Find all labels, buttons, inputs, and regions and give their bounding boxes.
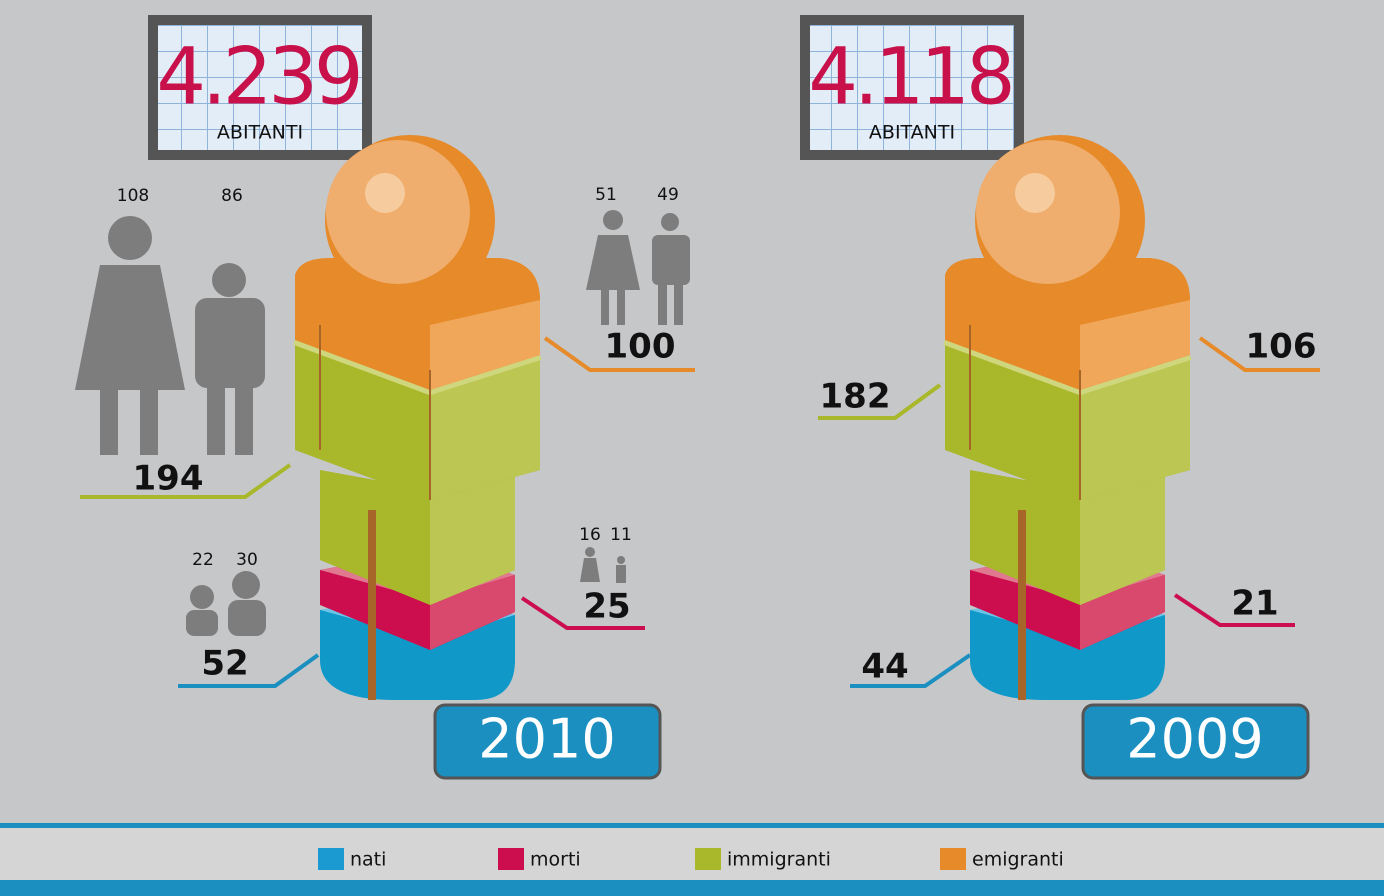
- leader-line: [520, 596, 645, 630]
- people-icons: [75, 210, 690, 636]
- legend-label: nati: [350, 849, 386, 871]
- legend-label: morti: [530, 849, 581, 871]
- legend-swatch: [940, 848, 966, 870]
- nati-value: 44: [861, 647, 908, 687]
- year-box: [433, 703, 662, 780]
- morti-value: 25: [583, 587, 630, 627]
- women-count: 51: [595, 185, 617, 205]
- emigranti-value: 106: [1246, 327, 1317, 367]
- emigranti-value: 100: [605, 327, 676, 367]
- morti-value: 21: [1231, 584, 1278, 624]
- population: 4.239: [156, 32, 359, 122]
- leader-line: [850, 653, 972, 688]
- legend-label: emigranti: [972, 849, 1064, 871]
- screen: [148, 15, 372, 160]
- leader-line: [543, 336, 695, 372]
- legend-area: [0, 828, 1384, 880]
- population-label: ABITANTI: [217, 122, 303, 144]
- immigranti-value: 194: [133, 459, 204, 499]
- immigranti-value: 182: [820, 377, 891, 417]
- women-count: 16: [579, 525, 601, 545]
- female-count: 22: [192, 550, 214, 570]
- nati-value: 52: [201, 644, 248, 684]
- year: 2010: [478, 708, 615, 771]
- women-count: 108: [117, 186, 149, 206]
- men-count: 11: [610, 525, 632, 545]
- leader-line: [1198, 336, 1320, 372]
- year-box: [1081, 703, 1310, 780]
- leader-line: [1173, 593, 1295, 627]
- men-count: 49: [657, 185, 679, 205]
- leader-line: [818, 383, 942, 420]
- leader-line: [178, 653, 320, 688]
- legend-swatch: [695, 848, 721, 870]
- population-label: ABITANTI: [869, 122, 955, 144]
- leader-line: [80, 463, 292, 499]
- footer-band: [0, 880, 1384, 896]
- male-count: 30: [236, 550, 258, 570]
- legend-label: immigranti: [727, 849, 831, 871]
- men-count: 86: [221, 186, 243, 206]
- year: 2009: [1126, 708, 1263, 771]
- legend-swatch: [498, 848, 524, 870]
- divider: [0, 823, 1384, 828]
- legend-swatch: [318, 848, 344, 870]
- population: 4.118: [808, 32, 1011, 122]
- screen: [800, 15, 1024, 160]
